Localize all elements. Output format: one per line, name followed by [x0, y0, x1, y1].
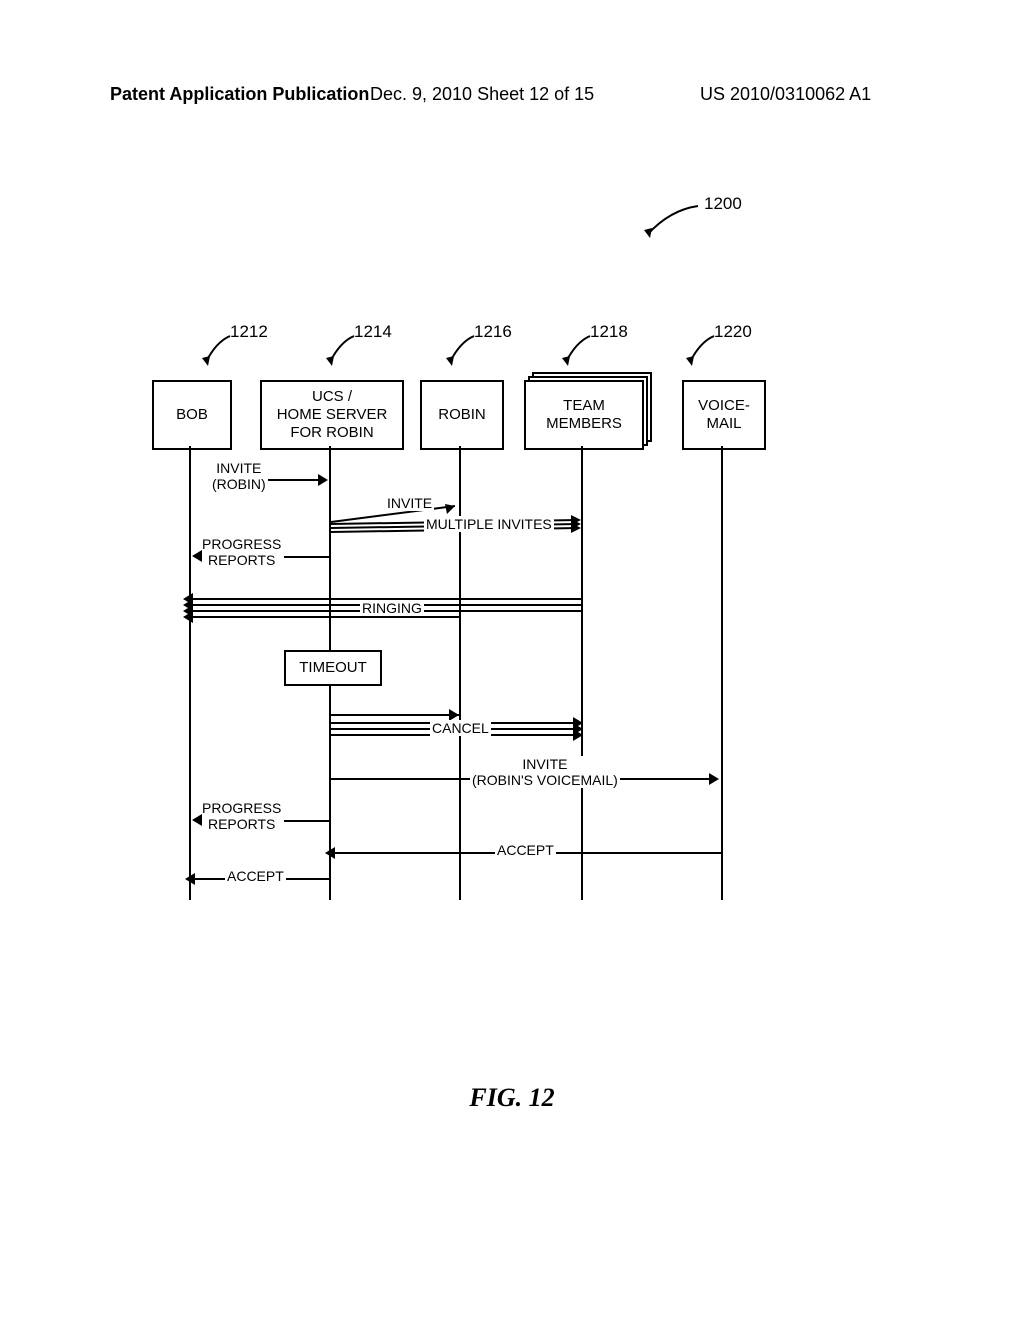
msg-progress1-label: PROGRESS REPORTS: [200, 536, 283, 568]
header-left: Patent Application Publication: [110, 84, 369, 105]
actor-robin-label: ROBIN: [438, 406, 486, 424]
arrow-invite-robin-head: [318, 474, 328, 486]
timeout-box: TIMEOUT: [284, 650, 382, 686]
msg-accept2-label: ACCEPT: [225, 868, 286, 884]
lifeline-bob: [189, 446, 191, 900]
leader-vm: [684, 330, 724, 370]
actor-team-label: TEAM MEMBERS: [546, 397, 622, 433]
actor-ucs-label: UCS / HOME SERVER FOR ROBIN: [277, 388, 388, 442]
cancel-head-3: [573, 729, 583, 741]
leader-1200: [640, 200, 710, 240]
msg-cancel-label: CANCEL: [430, 720, 491, 736]
msg-accept1-label: ACCEPT: [495, 842, 556, 858]
actor-bob: BOB: [152, 380, 232, 450]
invite-vm-head: [709, 773, 719, 785]
msg-multiple-invites-label: MULTIPLE INVITES: [424, 516, 554, 532]
lifeline-vm: [721, 446, 723, 900]
arrow-progress1-head: [192, 550, 202, 562]
msg-progress2-label: PROGRESS REPORTS: [200, 800, 283, 832]
arrow-progress2-line: [284, 820, 330, 822]
msg-invite-robin-label: INVITE (ROBIN): [210, 460, 268, 492]
page: Patent Application Publication Dec. 9, 2…: [0, 0, 1024, 1320]
actor-bob-label: BOB: [176, 406, 208, 424]
timeout-label: TIMEOUT: [299, 659, 367, 677]
msg-invite-label: INVITE: [385, 495, 434, 511]
leader-bob: [200, 330, 240, 370]
arrow-invite-robin-line2: [268, 479, 320, 481]
accept1-head: [325, 847, 335, 859]
arrow-progress1-line: [284, 556, 330, 558]
arrow-progress2-head: [192, 814, 202, 826]
leader-robin: [444, 330, 484, 370]
cancel-head-r: [449, 709, 459, 721]
ringing-line-4: [191, 616, 461, 618]
actor-ucs: UCS / HOME SERVER FOR ROBIN: [260, 380, 404, 450]
leader-ucs: [324, 330, 364, 370]
actor-robin: ROBIN: [420, 380, 504, 450]
msg-ringing-label: RINGING: [360, 600, 424, 616]
leader-team: [560, 330, 600, 370]
ringing-head-4: [183, 611, 193, 623]
msg-invite-vm-label: INVITE (ROBIN'S VOICEMAIL): [470, 756, 620, 788]
actor-vm: VOICE- MAIL: [682, 380, 766, 450]
header-right: US 2010/0310062 A1: [700, 84, 871, 105]
sequence-diagram: 1200 1212 1214 1216 1218 1220: [100, 180, 920, 940]
actor-team: TEAM MEMBERS: [524, 380, 644, 450]
header-center: Dec. 9, 2010 Sheet 12 of 15: [370, 84, 594, 105]
actor-vm-label: VOICE- MAIL: [698, 397, 750, 433]
accept2-head: [185, 873, 195, 885]
figure-label: FIG. 12: [0, 1083, 1024, 1113]
cancel-line-r: [331, 714, 459, 716]
